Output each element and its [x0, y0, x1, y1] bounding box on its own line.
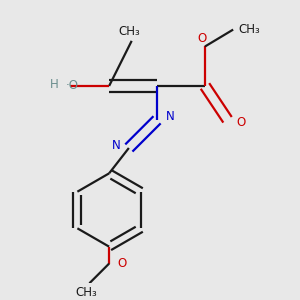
Text: O: O — [236, 116, 245, 129]
Text: N: N — [166, 110, 174, 124]
Text: CH₃: CH₃ — [118, 25, 140, 38]
Text: N: N — [112, 139, 120, 152]
Text: ·O: ·O — [66, 80, 79, 92]
Text: O: O — [197, 32, 207, 45]
Text: H: H — [50, 78, 58, 91]
Text: CH₃: CH₃ — [239, 23, 261, 36]
Text: CH₃: CH₃ — [76, 286, 98, 299]
Text: O: O — [118, 257, 127, 270]
